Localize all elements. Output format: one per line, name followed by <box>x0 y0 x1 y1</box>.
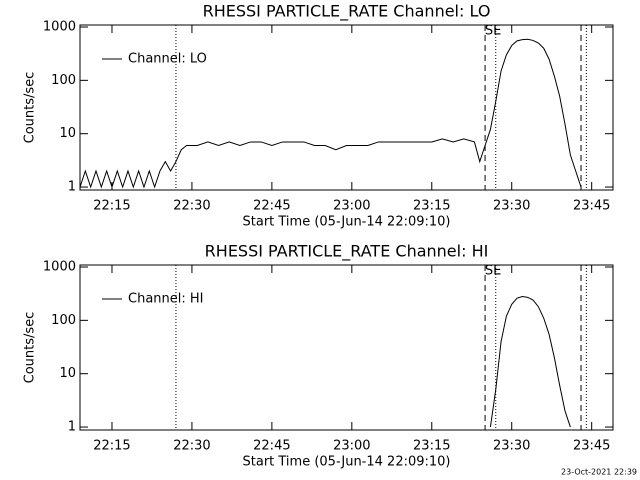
x-tick-label: 23:45 <box>573 439 610 454</box>
x-tick-label: 22:30 <box>173 439 210 454</box>
marker-label: SE <box>485 264 501 279</box>
data-line <box>489 295 571 428</box>
data-line <box>79 38 582 189</box>
y-tick-label: 1000 <box>43 19 76 34</box>
x-tick-label: 23:00 <box>333 439 370 454</box>
y-tick-label: 1 <box>68 420 76 435</box>
x-tick-label: 22:45 <box>253 439 290 454</box>
x-tick-label: 23:30 <box>493 439 530 454</box>
legend-label: Channel: HI <box>128 292 204 307</box>
footer-date: 23-Oct-2021 22:39 <box>561 468 637 477</box>
x-tick-label: 23:15 <box>413 439 450 454</box>
x-tick-label: 22:45 <box>253 199 290 214</box>
plot-frame <box>79 24 614 191</box>
y-tick-label: 10 <box>59 366 76 381</box>
y-tick-label: 100 <box>51 313 76 328</box>
x-tick-label: 22:15 <box>93 439 130 454</box>
chart-title: RHESSI PARTICLE_RATE Channel: LO <box>203 2 491 22</box>
y-tick-label: 100 <box>51 73 76 88</box>
x-tick-label: 22:15 <box>93 199 130 214</box>
x-axis-label: Start Time (05-Jun-14 22:09:10) <box>243 455 451 470</box>
x-tick-label: 23:15 <box>413 199 450 214</box>
x-axis-label: Start Time (05-Jun-14 22:09:10) <box>243 215 451 230</box>
y-tick-label: 1000 <box>43 259 76 274</box>
y-axis-label: Counts/sec <box>23 312 38 384</box>
y-tick-label: 1 <box>68 180 76 195</box>
y-axis-label: Counts/sec <box>23 72 38 144</box>
chart-title: RHESSI PARTICLE_RATE Channel: HI <box>205 242 489 262</box>
x-tick-label: 23:30 <box>493 199 530 214</box>
x-tick-label: 22:30 <box>173 199 210 214</box>
y-tick-label: 10 <box>59 126 76 141</box>
plot-frame <box>79 264 614 431</box>
x-tick-label: 23:00 <box>333 199 370 214</box>
x-tick-label: 23:45 <box>573 199 610 214</box>
legend-label: Channel: LO <box>128 52 207 67</box>
marker-label: SE <box>485 24 501 39</box>
